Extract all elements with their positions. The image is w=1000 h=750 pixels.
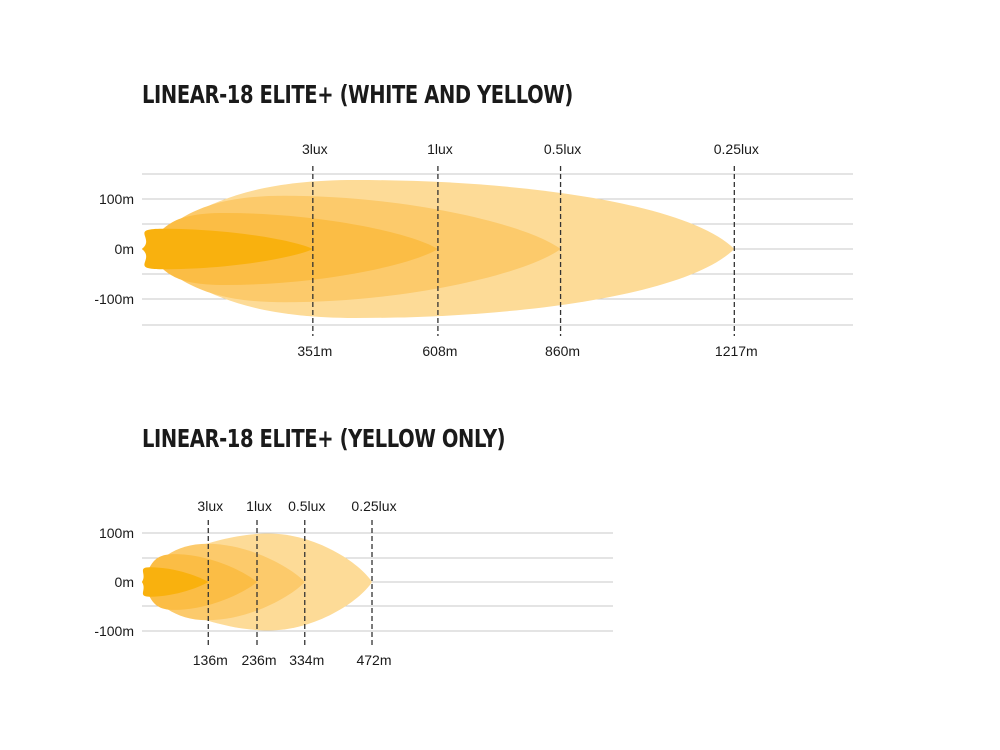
distance-label: 236m	[241, 652, 276, 668]
y-tick-label: 0m	[115, 241, 134, 257]
distance-label: 608m	[422, 343, 457, 359]
distance-label: 351m	[297, 343, 332, 359]
lux-label: 1lux	[246, 498, 272, 514]
chart-title-white-yellow: LINEAR-18 ELITE+ (WHITE AND YELLOW)	[142, 80, 573, 109]
chart-title-yellow-only: LINEAR-18 ELITE+ (YELLOW ONLY)	[142, 424, 506, 453]
lux-label: 0.25lux	[714, 141, 759, 157]
distance-label: 334m	[289, 652, 324, 668]
y-tick-label: -100m	[94, 291, 134, 307]
distance-label: 472m	[356, 652, 391, 668]
lux-label: 3lux	[302, 141, 328, 157]
distance-label: 1217m	[715, 343, 758, 359]
lux-label: 0.5lux	[544, 141, 581, 157]
y-tick-label: -100m	[94, 623, 134, 639]
beam-zone-3lux	[142, 567, 209, 597]
lux-label: 1lux	[427, 141, 453, 157]
chart-yellow-only: 100m 0m -100m 3lux 136m 1lux 236m 0.5lux 334m 0.2…	[94, 498, 613, 668]
distance-label: 136m	[193, 652, 228, 668]
y-tick-label: 0m	[115, 574, 134, 590]
chart-white-yellow: 100m 0m -100m 3lux 351m 1lux 608m 0.5lux 860m 0.2…	[94, 141, 853, 359]
beam-zone-3lux	[142, 228, 313, 270]
y-tick-label: 100m	[99, 525, 134, 541]
lux-label: 0.5lux	[288, 498, 325, 514]
lux-label: 0.25lux	[351, 498, 396, 514]
distance-label: 860m	[545, 343, 580, 359]
lux-label: 3lux	[197, 498, 223, 514]
y-tick-label: 100m	[99, 191, 134, 207]
